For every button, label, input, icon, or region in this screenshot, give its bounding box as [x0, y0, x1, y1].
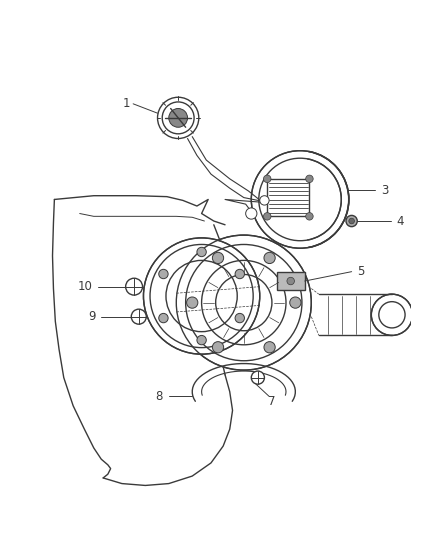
Circle shape	[235, 313, 244, 323]
Circle shape	[264, 342, 275, 353]
Text: 4: 4	[397, 214, 404, 228]
Circle shape	[246, 208, 257, 219]
Circle shape	[126, 278, 142, 295]
Circle shape	[346, 215, 357, 227]
Text: 10: 10	[78, 280, 93, 293]
Text: 8: 8	[156, 390, 163, 403]
Polygon shape	[267, 179, 309, 216]
Circle shape	[260, 196, 269, 205]
Circle shape	[290, 297, 301, 308]
Circle shape	[212, 252, 224, 263]
Circle shape	[159, 269, 168, 279]
Circle shape	[162, 102, 194, 134]
Circle shape	[306, 175, 313, 183]
Circle shape	[264, 252, 275, 263]
Circle shape	[144, 238, 260, 354]
Circle shape	[131, 309, 146, 324]
Text: 3: 3	[381, 183, 388, 197]
Circle shape	[197, 247, 206, 257]
Circle shape	[349, 218, 354, 224]
Circle shape	[371, 294, 413, 335]
Circle shape	[176, 235, 311, 370]
Circle shape	[251, 151, 349, 248]
Circle shape	[158, 97, 199, 139]
Polygon shape	[277, 272, 305, 290]
Text: 1: 1	[123, 98, 131, 110]
Circle shape	[159, 313, 168, 323]
Circle shape	[197, 335, 206, 345]
Text: 6: 6	[437, 313, 438, 326]
Circle shape	[235, 269, 244, 279]
Circle shape	[212, 342, 224, 353]
Circle shape	[264, 175, 271, 183]
Circle shape	[287, 277, 294, 285]
Text: 5: 5	[357, 265, 365, 278]
Circle shape	[187, 297, 198, 308]
Circle shape	[251, 371, 265, 384]
Text: 7: 7	[268, 394, 276, 408]
Circle shape	[306, 213, 313, 220]
Circle shape	[264, 213, 271, 220]
Circle shape	[169, 109, 187, 127]
Text: 9: 9	[88, 310, 95, 323]
